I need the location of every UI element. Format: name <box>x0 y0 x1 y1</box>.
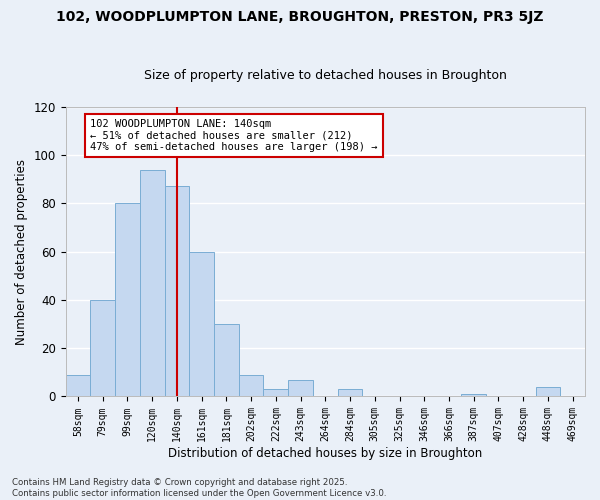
Text: 102, WOODPLUMPTON LANE, BROUGHTON, PRESTON, PR3 5JZ: 102, WOODPLUMPTON LANE, BROUGHTON, PREST… <box>56 10 544 24</box>
Bar <box>214 324 239 396</box>
Bar <box>115 204 140 396</box>
Bar <box>461 394 486 396</box>
Bar <box>263 389 288 396</box>
Bar <box>190 252 214 396</box>
Bar <box>536 387 560 396</box>
Bar <box>140 170 164 396</box>
Text: 102 WOODPLUMPTON LANE: 140sqm
← 51% of detached houses are smaller (212)
47% of : 102 WOODPLUMPTON LANE: 140sqm ← 51% of d… <box>91 119 378 152</box>
Y-axis label: Number of detached properties: Number of detached properties <box>15 158 28 344</box>
Bar <box>288 380 313 396</box>
Bar <box>338 389 362 396</box>
Text: Contains HM Land Registry data © Crown copyright and database right 2025.
Contai: Contains HM Land Registry data © Crown c… <box>12 478 386 498</box>
Bar <box>91 300 115 396</box>
Bar <box>164 186 190 396</box>
Title: Size of property relative to detached houses in Broughton: Size of property relative to detached ho… <box>144 69 507 82</box>
X-axis label: Distribution of detached houses by size in Broughton: Distribution of detached houses by size … <box>168 447 482 460</box>
Bar <box>239 374 263 396</box>
Bar <box>65 374 91 396</box>
